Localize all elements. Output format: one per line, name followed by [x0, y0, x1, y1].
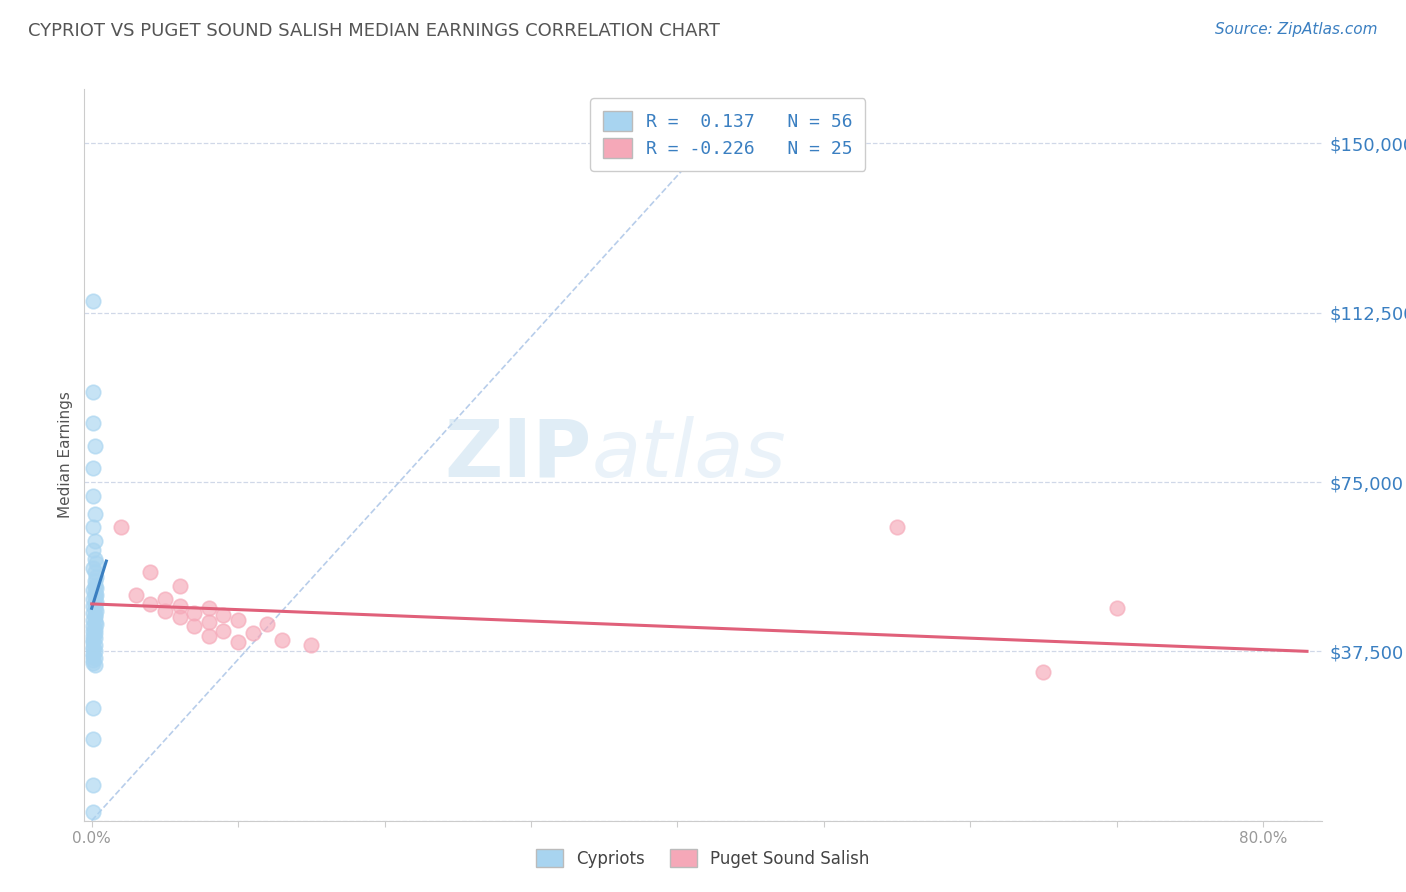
Point: [271, 633, 294, 648]
Point: [82, 384, 104, 399]
Legend: Cypriots, Puget Sound Salish: Cypriots, Puget Sound Salish: [524, 838, 882, 880]
Point: [82, 583, 104, 598]
Point: [83, 533, 105, 548]
Point: [82, 606, 104, 620]
Legend: R =  0.137   N = 56, R = -0.226   N = 25: R = 0.137 N = 56, R = -0.226 N = 25: [591, 98, 865, 170]
Point: [198, 615, 221, 629]
Point: [82, 633, 104, 648]
Point: [82, 461, 104, 475]
Text: atlas: atlas: [592, 416, 786, 494]
Point: [110, 520, 132, 534]
Point: [84, 604, 107, 618]
Point: [299, 638, 322, 652]
Point: [124, 588, 146, 602]
Point: [886, 520, 908, 534]
Point: [82, 613, 104, 627]
Text: Source: ZipAtlas.com: Source: ZipAtlas.com: [1215, 22, 1378, 37]
Point: [84, 617, 107, 632]
Point: [84, 588, 107, 602]
Point: [256, 617, 278, 632]
Point: [82, 628, 104, 642]
Point: [82, 561, 104, 575]
Point: [83, 638, 105, 652]
Point: [82, 417, 104, 431]
Point: [82, 648, 104, 663]
Point: [82, 624, 104, 638]
Point: [83, 579, 105, 593]
Point: [82, 294, 104, 309]
Point: [1032, 665, 1054, 679]
Point: [83, 610, 105, 624]
Point: [169, 599, 191, 614]
Point: [83, 439, 105, 453]
Point: [82, 592, 104, 607]
Point: [198, 601, 221, 615]
Point: [212, 624, 235, 638]
Text: CYPRIOT VS PUGET SOUND SALISH MEDIAN EARNINGS CORRELATION CHART: CYPRIOT VS PUGET SOUND SALISH MEDIAN EAR…: [28, 22, 720, 40]
Point: [242, 626, 264, 640]
Point: [82, 647, 104, 661]
Point: [139, 597, 162, 611]
Point: [183, 606, 205, 620]
Point: [82, 635, 104, 649]
Point: [82, 489, 104, 503]
Point: [198, 628, 221, 642]
Point: [83, 657, 105, 672]
Point: [84, 556, 107, 570]
Point: [82, 700, 104, 714]
Point: [83, 608, 105, 623]
Point: [82, 642, 104, 657]
Point: [83, 601, 105, 615]
Point: [83, 651, 105, 665]
Point: [83, 551, 105, 566]
Point: [1105, 601, 1128, 615]
Point: [83, 622, 105, 636]
Point: [82, 653, 104, 667]
Point: [83, 615, 105, 629]
Point: [226, 613, 249, 627]
Point: [153, 604, 176, 618]
Point: [82, 619, 104, 633]
Point: [83, 507, 105, 521]
Point: [212, 608, 235, 623]
Point: [82, 520, 104, 534]
Point: [82, 599, 104, 614]
Point: [226, 635, 249, 649]
Point: [82, 640, 104, 654]
Point: [83, 585, 105, 599]
Point: [83, 631, 105, 645]
Point: [82, 805, 104, 819]
Point: [82, 542, 104, 557]
Point: [83, 644, 105, 658]
Point: [84, 595, 107, 609]
Point: [82, 732, 104, 747]
Text: ZIP: ZIP: [444, 416, 592, 494]
Point: [169, 579, 191, 593]
Y-axis label: Median Earnings: Median Earnings: [58, 392, 73, 518]
Point: [83, 590, 105, 604]
Point: [153, 592, 176, 607]
Point: [83, 566, 105, 580]
Point: [83, 574, 105, 589]
Point: [82, 656, 104, 670]
Point: [84, 570, 107, 584]
Point: [183, 619, 205, 633]
Point: [139, 566, 162, 580]
Point: [84, 581, 107, 595]
Point: [82, 778, 104, 792]
Point: [169, 610, 191, 624]
Point: [83, 626, 105, 640]
Point: [83, 597, 105, 611]
